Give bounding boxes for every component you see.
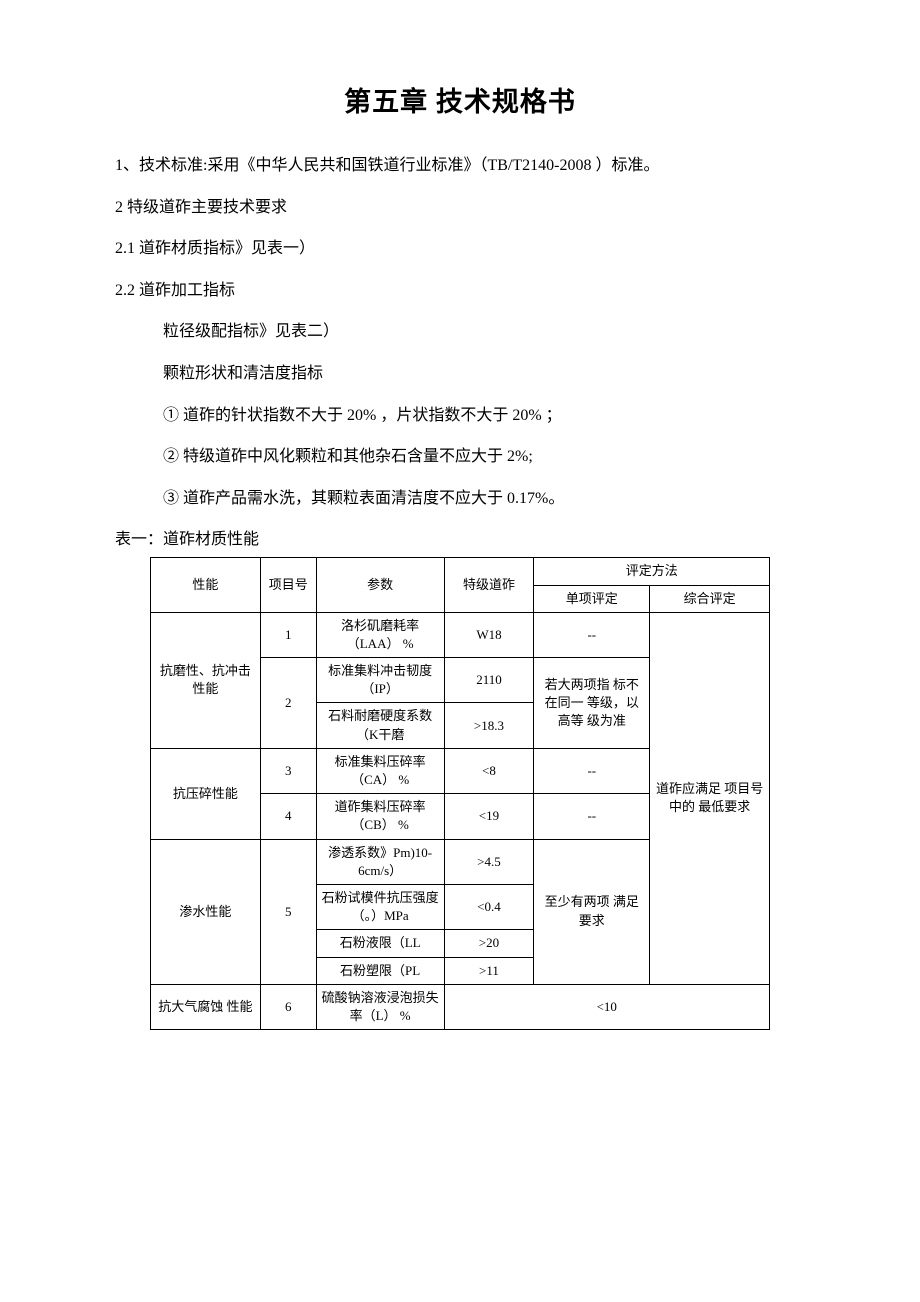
th-single-eval: 单项评定: [534, 585, 650, 612]
cell-grade: >11: [444, 957, 534, 984]
cell-grade: >18.3: [444, 703, 534, 748]
paragraph-granule-spec: 粒径级配指标》见表二）: [115, 311, 805, 353]
paragraph-item-2: ② 特级道砟中风化颗粒和其他杂石含量不应大于 2%;: [115, 436, 805, 478]
th-item-no: 项目号: [260, 558, 316, 612]
cell-grade: <19: [444, 794, 534, 839]
cell-group-2: 抗压碎性能: [151, 748, 261, 839]
paragraph-item-1: ① 道砟的针状指数不大于 20% ，片状指数不大于 20% ；: [115, 395, 805, 437]
cell-eval-single: --: [534, 612, 650, 657]
cell-param: 石粉液限（LL: [316, 930, 444, 957]
paragraph-item-3: ③ 道砟产品需水洗，其颗粒表面清洁度不应大于 0.17%。: [115, 478, 805, 520]
th-parameter: 参数: [316, 558, 444, 612]
cell-grade: <8: [444, 748, 534, 793]
th-performance: 性能: [151, 558, 261, 612]
cell-item: 3: [260, 748, 316, 793]
cell-group-3: 渗水性能: [151, 839, 261, 984]
cell-eval-single: 至少有两项 满足要求: [534, 839, 650, 984]
cell-param: 洛杉矶磨耗率（LAA） %: [316, 612, 444, 657]
paragraph-shape-clean: 颗粒形状和清洁度指标: [115, 353, 805, 395]
cell-param: 石料耐磨硬度系数（K干磨: [316, 703, 444, 748]
cell-param: 石粉塑限（PL: [316, 957, 444, 984]
cell-param: 标准集料压碎率（CA） %: [316, 748, 444, 793]
cell-item: 5: [260, 839, 316, 984]
chapter-title: 第五章 技术规格书: [115, 80, 805, 119]
paragraph-2-2: 2.2 道砟加工指标: [115, 270, 805, 312]
cell-grade: W18: [444, 612, 534, 657]
paragraph-2: 2 特级道砟主要技术要求: [115, 187, 805, 229]
table-row: 抗磨性、抗冲击性能 1 洛杉矶磨耗率（LAA） % W18 -- 道砟应满足 项…: [151, 612, 770, 657]
cell-grade: >4.5: [444, 839, 534, 884]
cell-grade: >20: [444, 930, 534, 957]
paragraph-1: 1、技术标准:采用《中华人民共和国铁道行业标准》（TB/T2140-2008 ）…: [115, 145, 805, 187]
table-row: 抗大气腐蚀 性能 6 硫酸钠溶液浸泡损失率（L） % <10: [151, 984, 770, 1029]
table-header-row-1: 性能 项目号 参数 特级道砟 评定方法: [151, 558, 770, 585]
cell-param: 硫酸钠溶液浸泡损失率（L） %: [316, 984, 444, 1029]
cell-item: 1: [260, 612, 316, 657]
cell-param: 石粉试模件抗压强度（。）MPa: [316, 884, 444, 929]
table-caption: 表一：道砟材质性能: [115, 525, 805, 549]
cell-group-4: 抗大气腐蚀 性能: [151, 984, 261, 1029]
cell-item: 2: [260, 658, 316, 749]
cell-param: 道砟集料压碎率（CB） %: [316, 794, 444, 839]
cell-eval-single: 若大两项指 标不在同一 等级，以高等 级为准: [534, 658, 650, 749]
cell-item: 6: [260, 984, 316, 1029]
cell-item: 4: [260, 794, 316, 839]
cell-eval-single: --: [534, 748, 650, 793]
th-grade: 特级道砟: [444, 558, 534, 612]
body-text-block: 1、技术标准:采用《中华人民共和国铁道行业标准》（TB/T2140-2008 ）…: [115, 145, 805, 519]
cell-param: 标准集料冲击韧度（IP）: [316, 658, 444, 703]
document-page: 第五章 技术规格书 1、技术标准:采用《中华人民共和国铁道行业标准》（TB/T2…: [0, 0, 920, 1090]
performance-table: 性能 项目号 参数 特级道砟 评定方法 单项评定 综合评定 抗磨性、抗冲击性能 …: [150, 557, 770, 1030]
cell-eval-single: --: [534, 794, 650, 839]
th-comprehensive-eval: 综合评定: [650, 585, 770, 612]
cell-grade-merged: <10: [444, 984, 769, 1029]
cell-grade: 2110: [444, 658, 534, 703]
cell-group-1: 抗磨性、抗冲击性能: [151, 612, 261, 748]
cell-grade: <0.4: [444, 884, 534, 929]
th-eval-method: 评定方法: [534, 558, 770, 585]
paragraph-2-1: 2.1 道砟材质指标》见表一）: [115, 228, 805, 270]
cell-eval-comprehensive: 道砟应满足 项目号中的 最低要求: [650, 612, 770, 984]
cell-param: 渗透系数》Pm)10-6cm/s）: [316, 839, 444, 884]
